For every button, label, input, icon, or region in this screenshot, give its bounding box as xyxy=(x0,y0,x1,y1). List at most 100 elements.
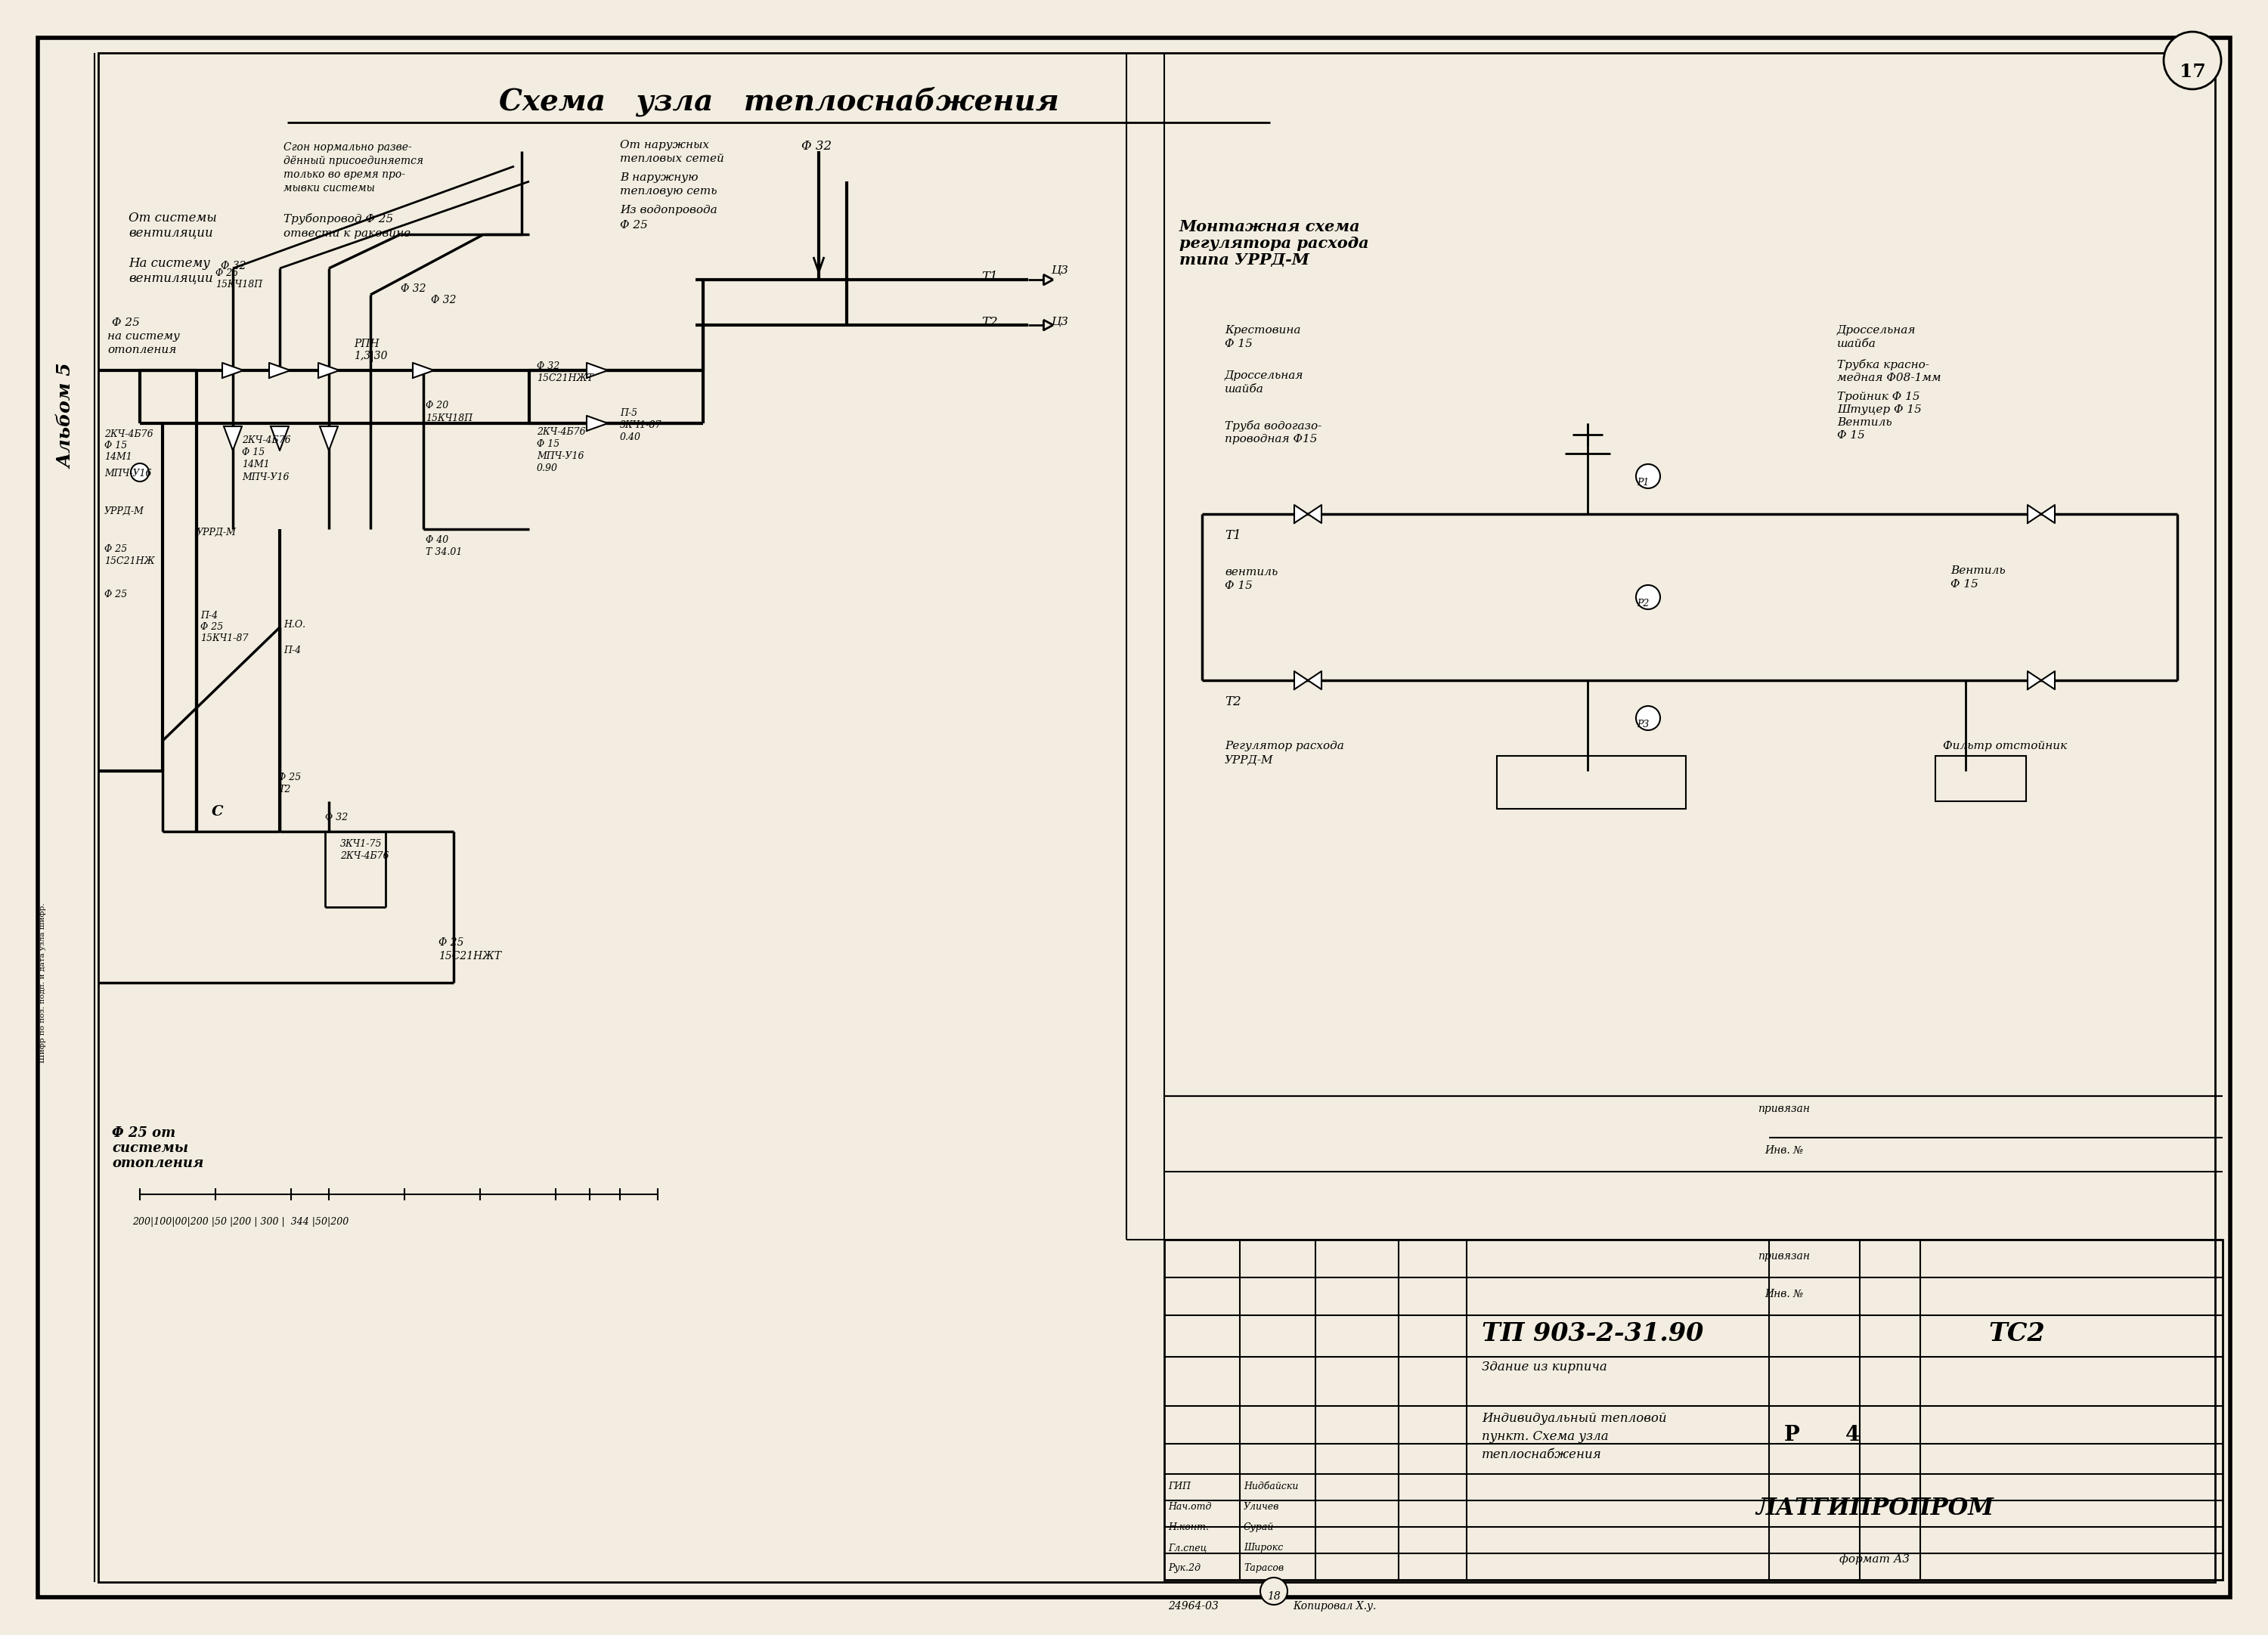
Text: тепловую сеть: тепловую сеть xyxy=(619,186,717,196)
Text: Φ 32: Φ 32 xyxy=(401,283,426,294)
Text: С: С xyxy=(211,804,222,819)
Text: типа УРРД-М: типа УРРД-М xyxy=(1179,252,1309,268)
Text: 15С21НЖТ: 15С21НЖТ xyxy=(538,373,594,383)
Text: УРРД-М: УРРД-М xyxy=(104,507,145,517)
Text: Φ 15: Φ 15 xyxy=(1225,580,1252,592)
Text: Широкс: Широкс xyxy=(1243,1543,1284,1553)
Text: Φ 25: Φ 25 xyxy=(111,317,141,329)
Text: П-5: П-5 xyxy=(619,409,637,419)
Text: Вентиль: Вентиль xyxy=(1950,566,2005,576)
Text: вентиляции: вентиляции xyxy=(129,271,213,284)
Text: отвести к раковине: отвести к раковине xyxy=(284,229,411,239)
Text: Φ 32: Φ 32 xyxy=(431,294,456,306)
Circle shape xyxy=(2164,31,2220,90)
Text: Альбом 5: Альбом 5 xyxy=(57,363,75,469)
Text: Φ 25 от: Φ 25 от xyxy=(111,1127,175,1140)
Text: Шифр по поз. подп. и дата узла шифр.: Шифр по поз. подп. и дата узла шифр. xyxy=(39,903,45,1063)
Text: Н.конт.: Н.конт. xyxy=(1168,1522,1209,1532)
Text: ТС2: ТС2 xyxy=(1989,1321,2046,1346)
Text: шайба: шайба xyxy=(1225,384,1263,394)
Text: Φ 15: Φ 15 xyxy=(104,441,127,451)
Text: Нач.отд: Нач.отд xyxy=(1168,1503,1211,1512)
Text: УРРД-М: УРРД-М xyxy=(1225,754,1275,765)
Text: Φ 25: Φ 25 xyxy=(619,221,649,231)
Text: Ц3: Ц3 xyxy=(1050,265,1068,275)
Text: вентиль: вентиль xyxy=(1225,567,1277,577)
Polygon shape xyxy=(225,427,243,451)
Text: Φ 25: Φ 25 xyxy=(438,937,463,948)
Text: 2КЧ-4Б76: 2КЧ-4Б76 xyxy=(340,852,390,862)
Text: Φ 25: Φ 25 xyxy=(279,772,302,783)
Text: Φ 15: Φ 15 xyxy=(538,440,560,450)
Text: Фильтр отстойник: Фильтр отстойник xyxy=(1944,741,2066,752)
Text: Φ 15: Φ 15 xyxy=(1225,338,1252,350)
Text: Трубопровод Φ 25: Трубопровод Φ 25 xyxy=(284,213,392,224)
Text: 17: 17 xyxy=(2180,62,2204,80)
Text: Трубка красно-: Трубка красно- xyxy=(1837,360,1930,371)
Text: на систему: на систему xyxy=(107,330,179,342)
Text: системы: системы xyxy=(111,1141,188,1154)
Text: 15С21НЖ: 15С21НЖ xyxy=(104,556,154,566)
Bar xyxy=(1497,755,1685,809)
Text: Тройник Φ 15: Тройник Φ 15 xyxy=(1837,391,1921,402)
Text: От системы: От системы xyxy=(129,211,218,224)
Text: В наружную: В наружную xyxy=(619,172,699,183)
Text: РПН: РПН xyxy=(354,338,379,350)
Text: регулятора расхода: регулятора расхода xyxy=(1179,235,1370,250)
Text: 2КЧ-4Б76: 2КЧ-4Б76 xyxy=(104,430,154,440)
Polygon shape xyxy=(1295,672,1322,690)
Polygon shape xyxy=(270,363,290,378)
Text: 1,3|30: 1,3|30 xyxy=(354,352,388,361)
Text: От наружных: От наружных xyxy=(619,141,710,150)
Text: проводная Φ15: проводная Φ15 xyxy=(1225,433,1318,445)
Text: Φ 32: Φ 32 xyxy=(220,262,245,271)
Text: 18: 18 xyxy=(1268,1591,1281,1602)
Text: Р3: Р3 xyxy=(1637,719,1649,729)
Text: Сгон нормально разве-: Сгон нормально разве- xyxy=(284,142,413,152)
Text: тепловых сетей: тепловых сетей xyxy=(619,154,723,164)
Text: теплоснабжения: теплоснабжения xyxy=(1481,1449,1601,1462)
Text: 14М1: 14М1 xyxy=(243,459,270,469)
Text: Φ 25: Φ 25 xyxy=(200,621,222,633)
Text: Индивидуальный тепловой: Индивидуальный тепловой xyxy=(1481,1413,1667,1424)
Text: Копировал Х.у.: Копировал Х.у. xyxy=(1293,1601,1377,1612)
Text: Из водопровода: Из водопровода xyxy=(619,204,717,216)
Text: 3КЧ1-75: 3КЧ1-75 xyxy=(340,839,381,849)
Text: Т1: Т1 xyxy=(982,271,998,283)
Text: вентиляции: вентиляции xyxy=(129,227,213,240)
Text: шайба: шайба xyxy=(1837,338,1876,350)
Text: 4: 4 xyxy=(1844,1424,1860,1445)
Text: Сурай: Сурай xyxy=(1243,1522,1275,1532)
Text: пункт. Схема узла: пункт. Схема узла xyxy=(1481,1431,1608,1444)
Text: Гл.спец: Гл.спец xyxy=(1168,1543,1207,1553)
Text: Т2: Т2 xyxy=(982,316,998,329)
Text: Р: Р xyxy=(1785,1424,1799,1445)
Text: Ц3: Ц3 xyxy=(1050,316,1068,327)
Text: МПЧ-У16: МПЧ-У16 xyxy=(243,473,290,482)
Polygon shape xyxy=(2028,672,2055,690)
Text: ТП 903-2-31.90: ТП 903-2-31.90 xyxy=(1481,1321,1703,1346)
Text: Н.О.: Н.О. xyxy=(284,620,306,629)
Text: Дроссельная: Дроссельная xyxy=(1837,325,1916,335)
Polygon shape xyxy=(222,363,243,378)
Text: 200|100|00|200 |50 |200 | 300 |  344 |50|200: 200|100|00|200 |50 |200 | 300 | 344 |50|… xyxy=(132,1216,349,1226)
Text: Φ 32: Φ 32 xyxy=(324,813,347,822)
Text: Т2: Т2 xyxy=(279,785,290,795)
Text: 15С21НЖТ: 15С21НЖТ xyxy=(438,952,501,961)
Polygon shape xyxy=(270,427,288,451)
Circle shape xyxy=(1635,464,1660,489)
Text: На систему: На систему xyxy=(129,257,211,270)
Text: Штуцер Φ 15: Штуцер Φ 15 xyxy=(1837,404,1921,415)
Text: Φ 15: Φ 15 xyxy=(1950,579,1978,590)
Text: Нидбайски: Нидбайски xyxy=(1243,1481,1297,1491)
Text: 2КЧ-4Б76: 2КЧ-4Б76 xyxy=(538,427,585,437)
Circle shape xyxy=(132,463,150,481)
Text: Дроссельная: Дроссельная xyxy=(1225,371,1304,381)
Text: Φ 40: Φ 40 xyxy=(426,535,449,544)
Polygon shape xyxy=(318,363,340,378)
Text: только во время про-: только во время про- xyxy=(284,170,406,180)
Text: Инв. №: Инв. № xyxy=(1765,1288,1803,1300)
Text: Φ 15: Φ 15 xyxy=(1837,430,1864,441)
Text: Φ 15: Φ 15 xyxy=(243,448,265,458)
Text: Φ 32: Φ 32 xyxy=(538,361,560,371)
